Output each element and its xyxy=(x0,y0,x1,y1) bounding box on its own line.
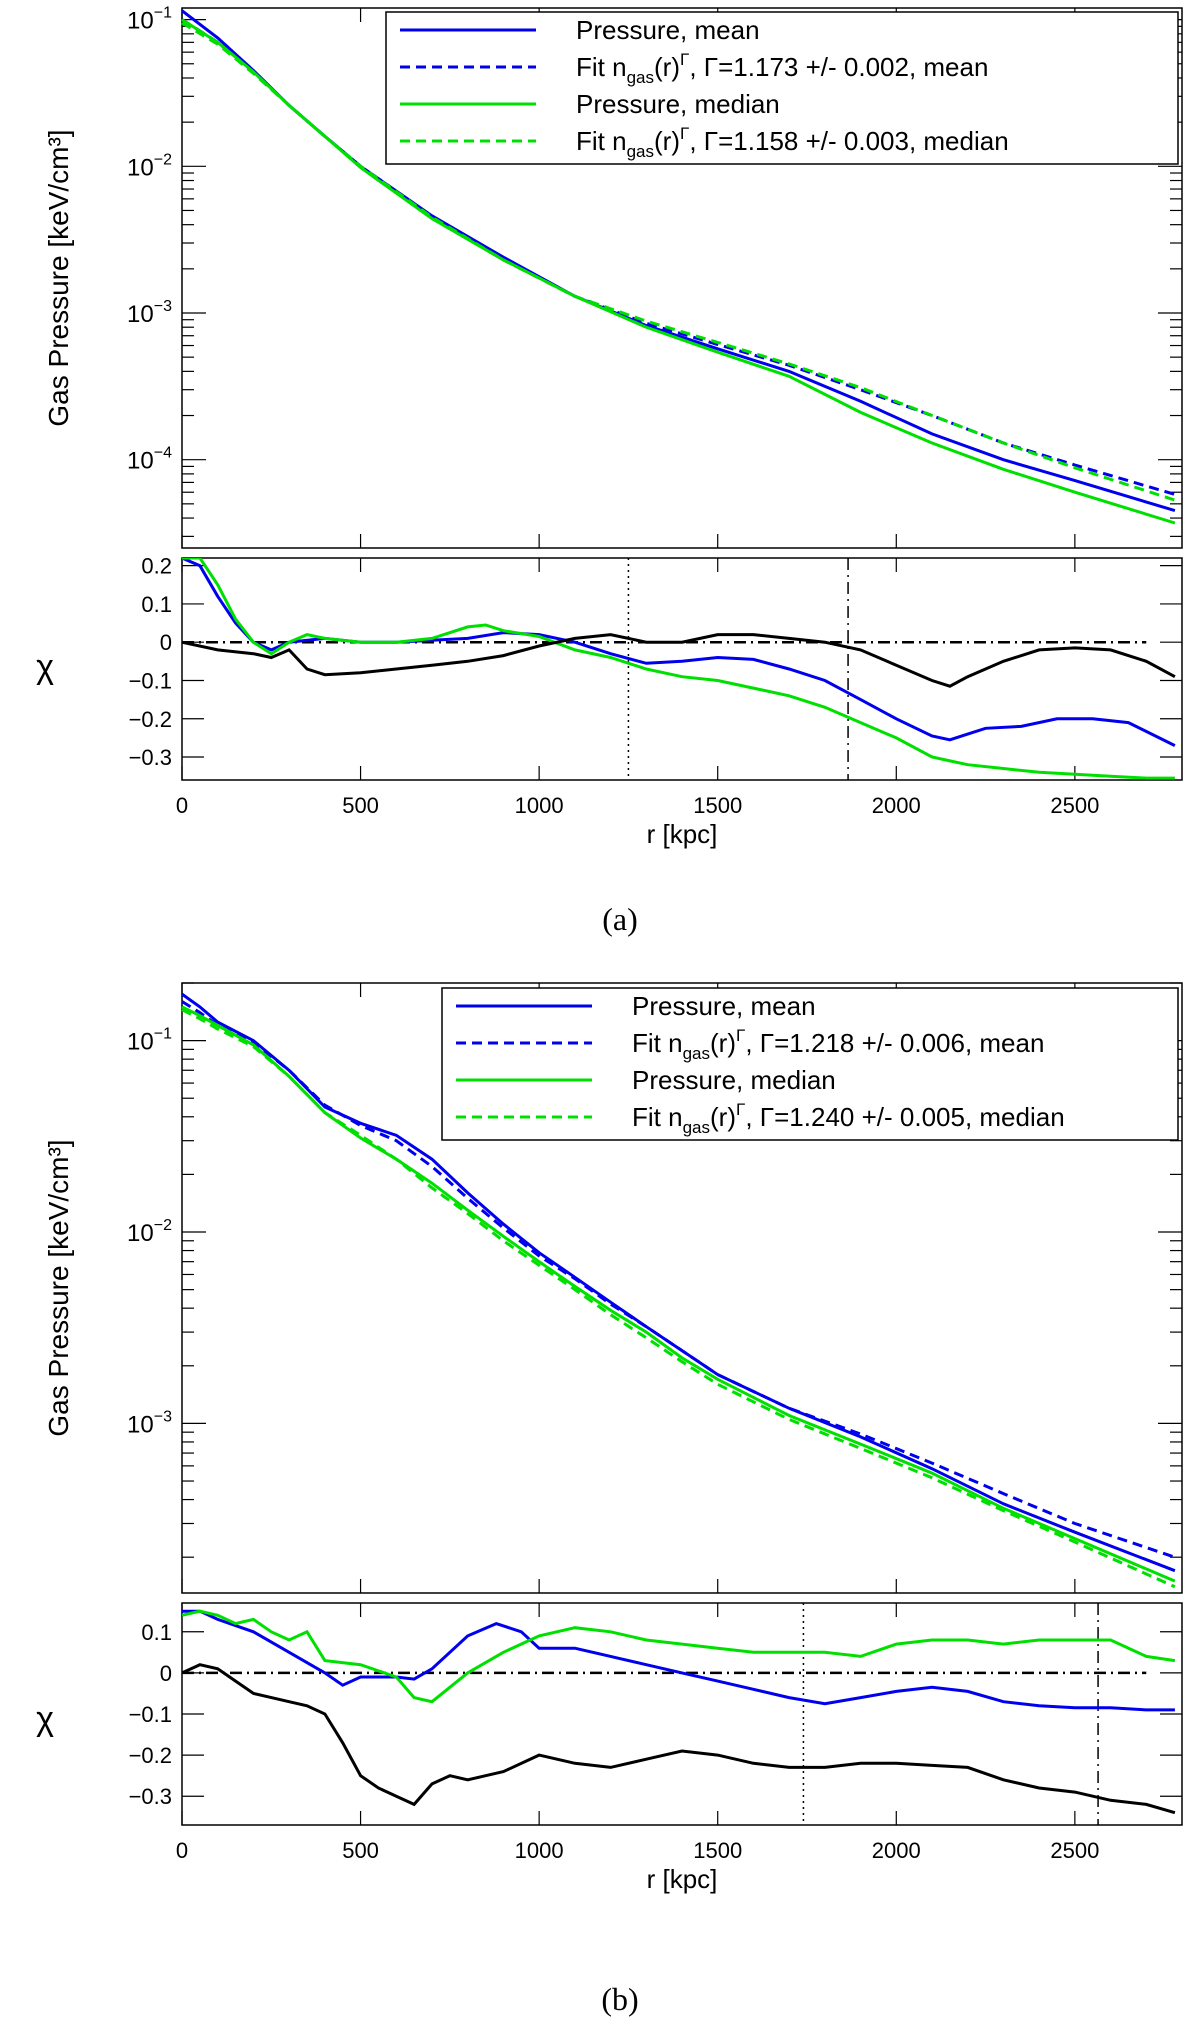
panel-b-legend-label-2: Pressure, median xyxy=(632,1065,836,1095)
panel-a-top-ytick-label: 10−4 xyxy=(127,445,172,475)
panel-a-xtick-label: 2500 xyxy=(1050,793,1099,818)
panel-b-chi-frame xyxy=(181,1602,1183,1826)
panel-a-top-ytick-label: 10−1 xyxy=(127,5,172,35)
panel-a-xtick-label: 0 xyxy=(176,793,188,818)
panel-a-chi-frame xyxy=(181,557,1183,781)
panel-b-chi-series-2 xyxy=(182,1663,1176,1815)
panel-b-xtick-label: 1500 xyxy=(693,1838,742,1863)
panel-a-caption: (a) xyxy=(602,901,638,937)
panel-a-legend xyxy=(385,11,1179,165)
panel-a-chi-series-0 xyxy=(182,558,1176,747)
panel-a-top-ytick-label: 10−3 xyxy=(127,298,172,328)
panel-a-chi-ytick-label: 0.1 xyxy=(141,592,172,617)
panel-b-top-ytick-label: 10−1 xyxy=(127,1026,172,1056)
panel-b-chi-ytick-label: −0.1 xyxy=(129,1702,172,1727)
panel-a-xtick-label: 1000 xyxy=(515,793,564,818)
panel-b-legend-label-1: Fit ngas(r)Γ, Γ=1.218 +/- 0.006, mean xyxy=(632,1026,1044,1063)
panel-b-series-2 xyxy=(181,1005,1176,1583)
panel-b-top-ytick-label: 10−2 xyxy=(127,1217,172,1247)
panel-a-chi-ytick-label: −0.3 xyxy=(129,745,172,770)
panel-a-legend-label-1: Fit ngas(r)Γ, Γ=1.173 +/- 0.002, mean xyxy=(576,50,988,87)
panel-a: Gas Pressure [keV/cm³] χ r [kpc] (a) 10−… xyxy=(36,5,1183,937)
panel-b-xtick-label: 2000 xyxy=(872,1838,921,1863)
panel-b-legend-label-0: Pressure, mean xyxy=(632,991,816,1021)
panel-a-top-ytick-label: 10−2 xyxy=(127,151,172,181)
panel-b-legend xyxy=(441,987,1179,1141)
panel-a-legend-label-0: Pressure, mean xyxy=(576,15,760,45)
panel-b-xtick-label: 0 xyxy=(176,1838,188,1863)
panel-b-pressure-ylabel: Gas Pressure [keV/cm³] xyxy=(43,1139,74,1436)
panel-a-chi-ytick-label: −0.1 xyxy=(129,668,172,693)
panel-b-chi-series-1 xyxy=(182,1609,1176,1704)
panel-a-chi-ytick-label: 0 xyxy=(160,630,172,655)
panel-b-series-3 xyxy=(181,1008,1176,1589)
panel-b-caption: (b) xyxy=(601,1981,638,2017)
panel-b-chi-ylabel: χ xyxy=(36,1700,54,1738)
panel-a-chi-series-1 xyxy=(182,558,1175,780)
panel-a-pressure-ylabel: Gas Pressure [keV/cm³] xyxy=(43,129,74,426)
panel-b-xtick-label: 2500 xyxy=(1050,1838,1099,1863)
panel-a-xtick-label: 2000 xyxy=(872,793,921,818)
panel-b-legend-label-3: Fit ngas(r)Γ, Γ=1.240 +/- 0.005, median xyxy=(632,1100,1065,1137)
panel-a-chi-series-2 xyxy=(182,633,1176,688)
panel-a-series-3 xyxy=(181,21,1176,502)
panel-a-legend-label-3: Fit ngas(r)Γ, Γ=1.158 +/- 0.003, median xyxy=(576,124,1009,161)
panel-b-chi-ytick-label: −0.3 xyxy=(129,1784,172,1809)
panel-a-xlabel: r [kpc] xyxy=(647,819,718,849)
panel-a-chi-ytick-label: 0.2 xyxy=(141,554,172,579)
panel-a-chi-ytick-label: −0.2 xyxy=(129,707,172,732)
panel-a-chi-ylabel: χ xyxy=(36,648,54,686)
panel-b-series-1 xyxy=(181,1000,1176,1559)
panel-a-legend-label-2: Pressure, median xyxy=(576,89,780,119)
panel-b-xtick-label: 500 xyxy=(342,1838,379,1863)
panel-b-chi-series-0 xyxy=(182,1609,1175,1712)
panel-b-xlabel: r [kpc] xyxy=(647,1864,718,1894)
panel-b: Gas Pressure [keV/cm³] χ r [kpc] (b) 10−… xyxy=(36,982,1183,2017)
panel-b-chi-ytick-label: −0.2 xyxy=(129,1743,172,1768)
panel-b-xtick-label: 1000 xyxy=(515,1838,564,1863)
panel-b-top-ytick-label: 10−3 xyxy=(127,1408,172,1438)
panel-a-xtick-label: 1500 xyxy=(693,793,742,818)
panel-b-chi-ytick-label: 0 xyxy=(160,1661,172,1686)
panel-a-xtick-label: 500 xyxy=(342,793,379,818)
panel-b-chi-ytick-label: 0.1 xyxy=(141,1620,172,1645)
